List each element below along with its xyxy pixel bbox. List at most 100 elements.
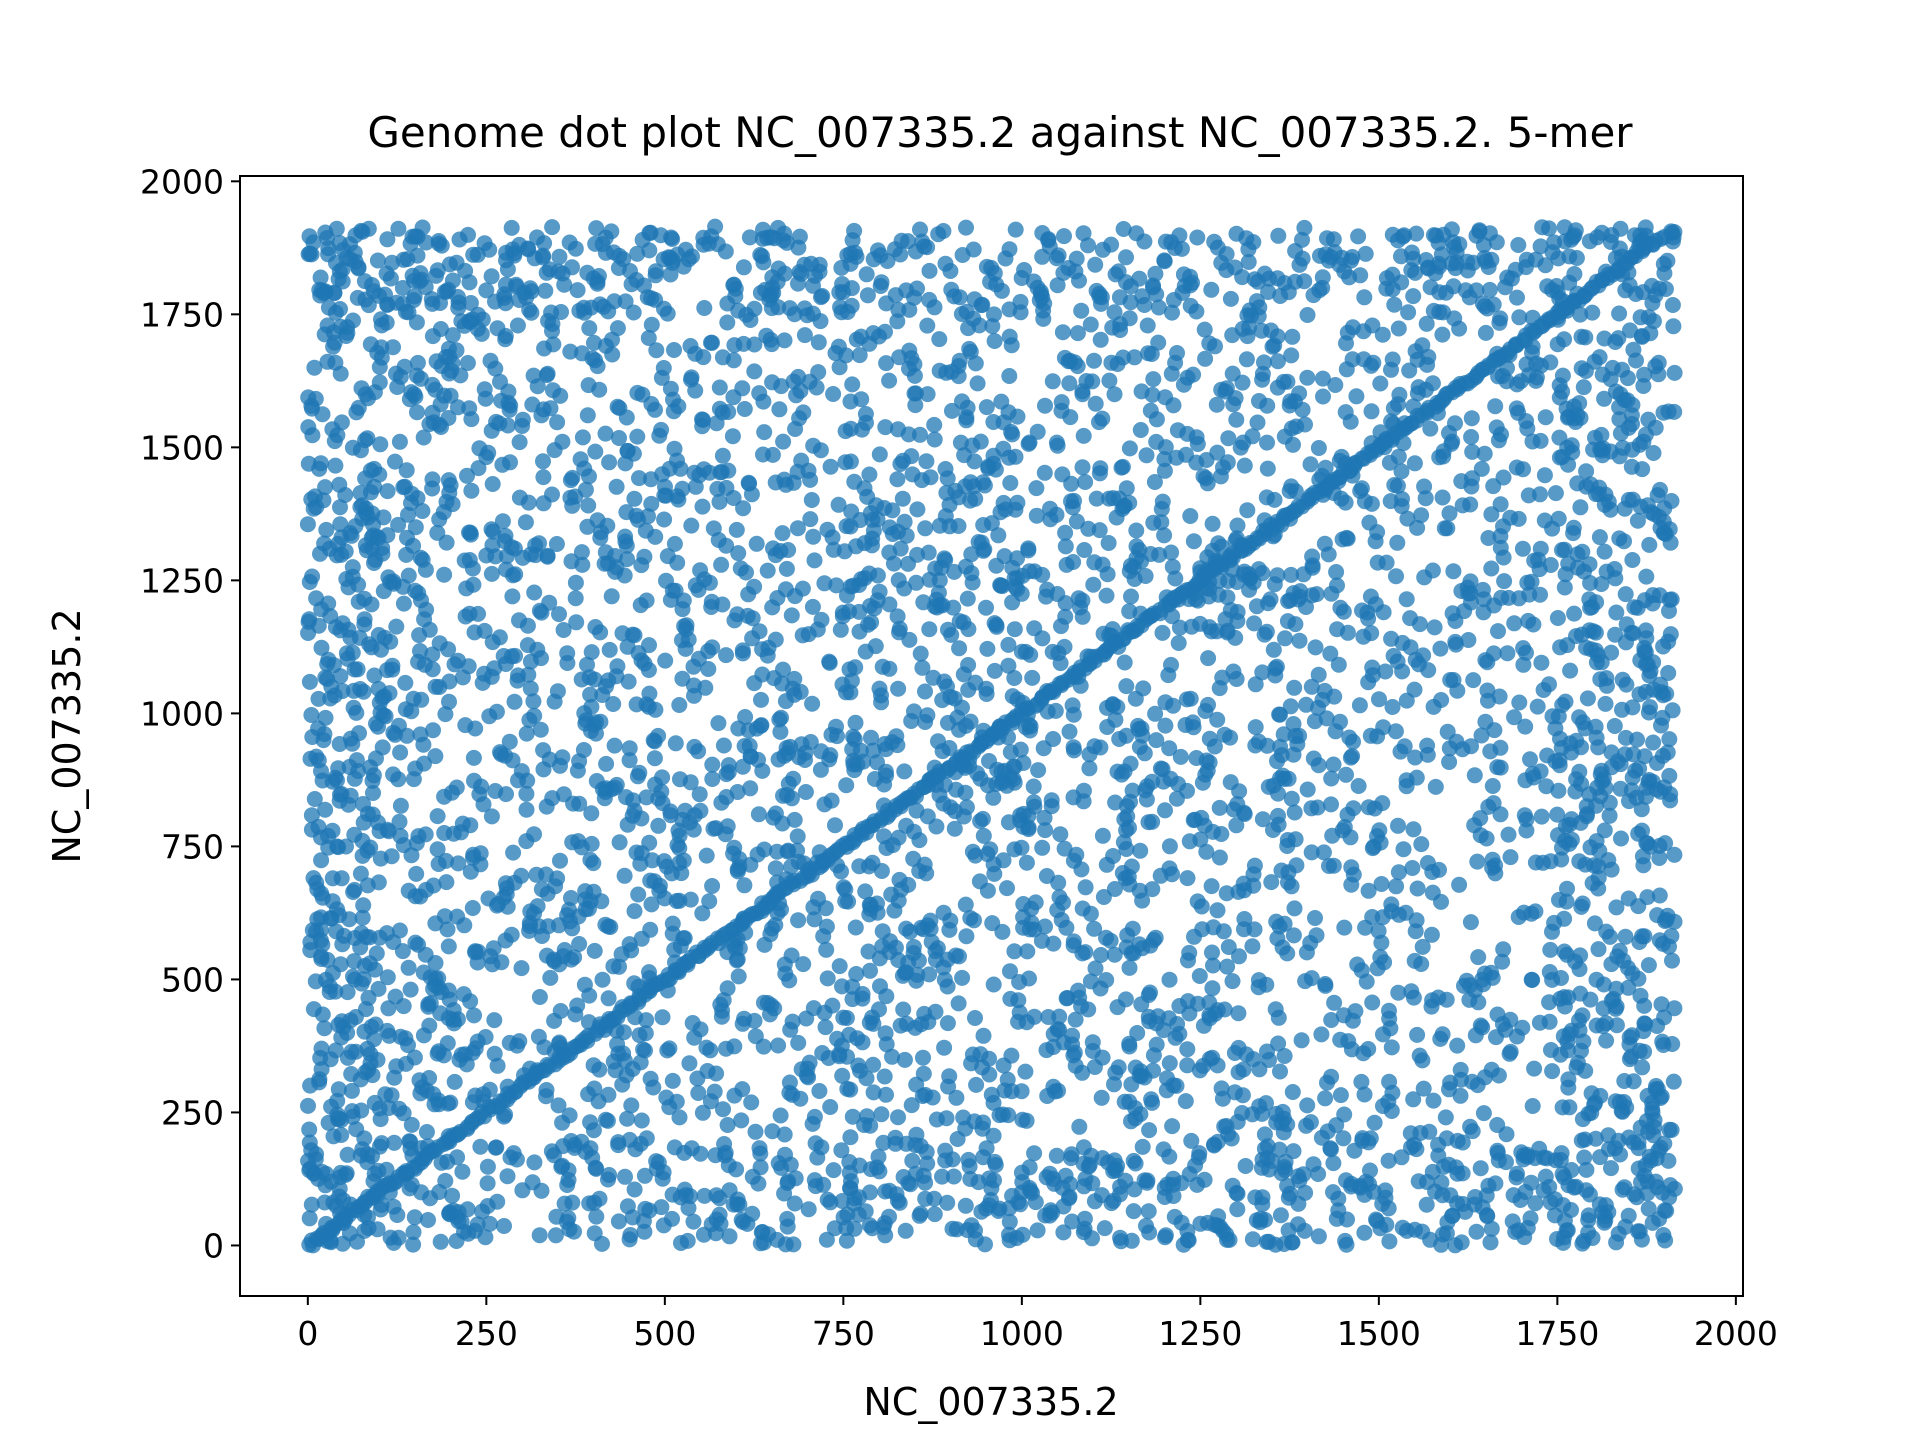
data-point bbox=[1326, 471, 1343, 488]
data-point bbox=[1556, 331, 1573, 348]
data-point bbox=[915, 1049, 931, 1066]
data-point bbox=[1303, 678, 1320, 695]
data-point bbox=[985, 976, 1002, 993]
data-point bbox=[617, 1168, 633, 1185]
data-point bbox=[564, 1194, 581, 1211]
data-point bbox=[534, 928, 550, 944]
data-point bbox=[907, 397, 924, 414]
data-point bbox=[967, 847, 984, 864]
data-point bbox=[662, 266, 679, 283]
data-point bbox=[1393, 463, 1410, 480]
data-point bbox=[1148, 433, 1165, 450]
data-point bbox=[1468, 1223, 1485, 1240]
data-point bbox=[701, 574, 718, 591]
data-point bbox=[1223, 1130, 1240, 1147]
data-point bbox=[517, 514, 534, 531]
data-point bbox=[664, 1072, 681, 1089]
data-point bbox=[936, 971, 953, 988]
data-point bbox=[1538, 778, 1555, 795]
data-point bbox=[376, 629, 393, 646]
data-point bbox=[1139, 317, 1156, 334]
data-point bbox=[891, 349, 908, 366]
data-point bbox=[1181, 833, 1198, 850]
data-point bbox=[1611, 305, 1628, 322]
data-point bbox=[1369, 524, 1386, 541]
data-point bbox=[718, 647, 734, 664]
data-point bbox=[1335, 1130, 1352, 1147]
data-point bbox=[825, 541, 842, 558]
data-point bbox=[352, 442, 369, 459]
data-point bbox=[1209, 1002, 1226, 1019]
data-point bbox=[1066, 354, 1083, 371]
data-point bbox=[487, 1139, 504, 1156]
data-point bbox=[1134, 1138, 1151, 1155]
data-point bbox=[334, 936, 351, 953]
data-point bbox=[701, 464, 718, 481]
data-point bbox=[1145, 1062, 1162, 1079]
data-point bbox=[690, 1085, 707, 1101]
data-point bbox=[526, 707, 543, 724]
data-point bbox=[1101, 490, 1117, 507]
data-point bbox=[400, 959, 417, 976]
data-point bbox=[780, 745, 796, 762]
data-point bbox=[1096, 1220, 1113, 1237]
data-point bbox=[1616, 1073, 1633, 1089]
data-point bbox=[1000, 636, 1017, 653]
data-point bbox=[1476, 445, 1493, 462]
data-point bbox=[1030, 762, 1047, 779]
data-point bbox=[1451, 378, 1468, 395]
data-point bbox=[583, 805, 600, 822]
data-point bbox=[844, 991, 861, 1008]
data-point bbox=[1370, 923, 1387, 939]
data-point bbox=[1492, 496, 1509, 513]
data-point bbox=[917, 683, 933, 700]
data-point bbox=[1417, 490, 1434, 507]
data-point bbox=[839, 1048, 855, 1065]
data-point bbox=[1001, 368, 1018, 384]
data-point bbox=[1559, 880, 1575, 897]
data-point bbox=[957, 896, 974, 913]
data-point bbox=[642, 921, 659, 938]
data-point bbox=[1469, 1077, 1486, 1094]
data-point bbox=[981, 753, 997, 769]
data-point bbox=[1441, 754, 1458, 770]
data-point bbox=[339, 984, 356, 1001]
data-point bbox=[544, 486, 560, 503]
data-point bbox=[1338, 766, 1354, 783]
data-point bbox=[441, 256, 458, 273]
data-point bbox=[1462, 496, 1479, 513]
data-point bbox=[876, 1215, 893, 1232]
data-point bbox=[728, 1161, 745, 1178]
data-point bbox=[1478, 830, 1495, 847]
data-point bbox=[342, 1196, 359, 1213]
data-point bbox=[698, 847, 715, 864]
data-point bbox=[961, 340, 978, 357]
data-point bbox=[912, 221, 928, 238]
data-point bbox=[1123, 1076, 1140, 1093]
data-point bbox=[1164, 304, 1180, 321]
data-point bbox=[1269, 930, 1286, 947]
data-point bbox=[1006, 670, 1023, 686]
data-point bbox=[546, 693, 563, 710]
data-point bbox=[1524, 338, 1541, 355]
data-point bbox=[632, 1054, 649, 1071]
data-point bbox=[479, 1175, 496, 1192]
data-point bbox=[573, 544, 590, 561]
data-point bbox=[1087, 256, 1104, 273]
data-point bbox=[960, 657, 977, 673]
data-point bbox=[301, 228, 318, 245]
data-point bbox=[306, 359, 323, 376]
data-point bbox=[484, 476, 501, 492]
data-point bbox=[789, 520, 806, 537]
data-point bbox=[388, 618, 405, 635]
data-point bbox=[1425, 1092, 1442, 1109]
data-point bbox=[621, 752, 638, 769]
data-point bbox=[513, 960, 530, 977]
data-point bbox=[1406, 1136, 1423, 1153]
data-point bbox=[571, 795, 588, 812]
data-point bbox=[1666, 364, 1683, 381]
data-point bbox=[903, 1097, 920, 1114]
data-point bbox=[1175, 266, 1192, 283]
data-point bbox=[1094, 827, 1111, 844]
data-point bbox=[670, 822, 687, 839]
